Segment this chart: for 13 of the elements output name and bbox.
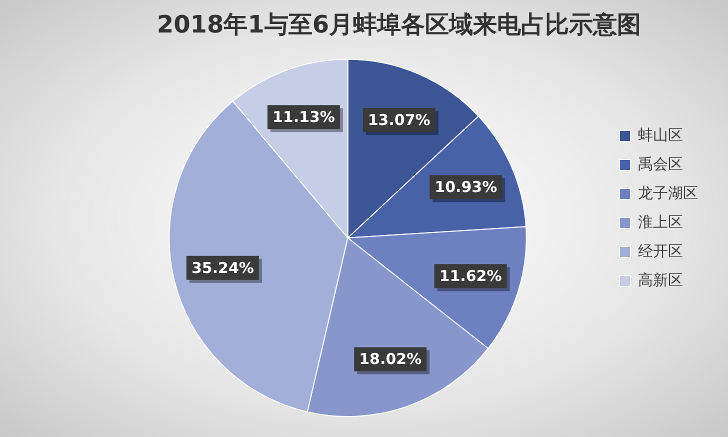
chart-title: 2018年1与至6月蚌埠各区域来电占比示意图 xyxy=(156,10,642,39)
legend-label: 淮上区 xyxy=(638,212,683,231)
data-label: 35.24% xyxy=(191,258,254,277)
data-label: 10.93% xyxy=(434,178,498,196)
data-label: 13.07% xyxy=(368,110,430,129)
data-label: 11.62% xyxy=(439,267,502,286)
legend-label: 高新区 xyxy=(638,270,683,289)
legend-label: 经开区 xyxy=(638,242,683,260)
legend-label: 龙子湖区 xyxy=(638,184,698,202)
legend-label: 禹会区 xyxy=(638,154,683,173)
data-label: 11.13% xyxy=(272,108,335,126)
legend-label: 蚌山区 xyxy=(638,126,683,144)
data-label: 18.02% xyxy=(359,350,422,368)
